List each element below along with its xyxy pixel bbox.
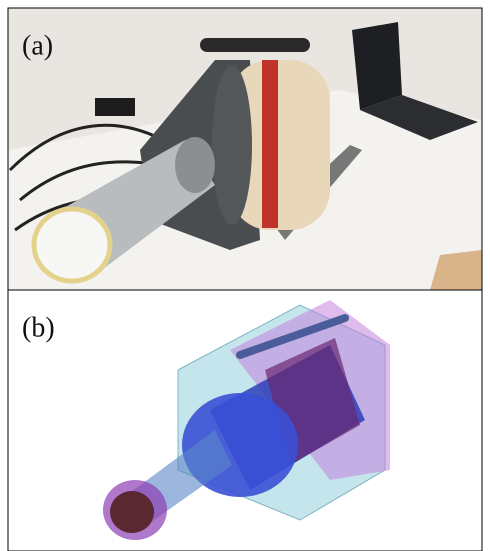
panel-label: (a) (22, 30, 53, 61)
laptop-screen (352, 22, 402, 110)
flange (175, 137, 215, 193)
tube-cap (34, 209, 110, 281)
red-stripe (262, 60, 278, 228)
handle (200, 38, 310, 52)
figure: (a) (b) (0, 0, 490, 551)
render-panel: (b) (22, 300, 390, 540)
power-box (95, 98, 135, 116)
front-window (110, 491, 154, 533)
panel-label: (b) (22, 312, 55, 343)
cylinder-end (212, 65, 252, 225)
page: (a) (b) (() => { const data = JSON.parse… (0, 0, 490, 551)
photo-panel: (a) (8, 8, 482, 290)
